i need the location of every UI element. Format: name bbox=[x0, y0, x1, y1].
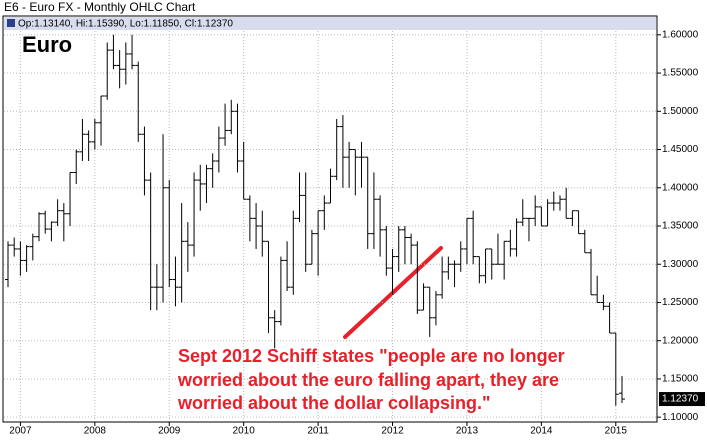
x-tick-label: 2015 bbox=[605, 426, 628, 437]
y-tick-label: 1.60000 bbox=[662, 29, 699, 40]
x-tick-label: 2012 bbox=[381, 426, 404, 437]
y-tick-label: 1.40000 bbox=[662, 182, 699, 193]
y-tick-label: 1.10000 bbox=[662, 412, 699, 423]
annotation-line: Sept 2012 Schiff states "people are no l… bbox=[178, 346, 565, 366]
info-icon bbox=[7, 19, 15, 27]
y-tick-label: 1.15000 bbox=[662, 374, 699, 385]
annotation-line: worried about the dollar collapsing." bbox=[177, 393, 491, 413]
chart-label: Euro bbox=[22, 32, 72, 57]
y-tick-label: 1.35000 bbox=[662, 221, 699, 232]
y-tick-label: 1.45000 bbox=[662, 144, 699, 155]
last-price-label: 1.12370 bbox=[662, 394, 699, 405]
y-tick-label: 1.50000 bbox=[662, 106, 699, 117]
y-tick-label: 1.55000 bbox=[662, 68, 699, 79]
x-tick-label: 2014 bbox=[530, 426, 553, 437]
x-tick-label: 2013 bbox=[456, 426, 479, 437]
y-tick-label: 1.25000 bbox=[662, 297, 699, 308]
info-text: Op:1.13140, Hi:1.15390, Lo:1.11850, Cl:1… bbox=[18, 19, 233, 30]
x-tick-label: 2008 bbox=[84, 426, 107, 437]
last-price-box bbox=[659, 392, 705, 407]
annotation: Sept 2012 Schiff states "people are no l… bbox=[177, 346, 565, 413]
y-tick-label: 1.20000 bbox=[662, 335, 699, 346]
annotation-line: worried about the euro falling apart, th… bbox=[177, 370, 559, 390]
x-tick-label: 2010 bbox=[233, 426, 256, 437]
x-tick-label: 2007 bbox=[9, 426, 32, 437]
y-tick-label: 1.30000 bbox=[662, 259, 699, 270]
x-tick-label: 2011 bbox=[307, 426, 329, 437]
chart-title: E6 - Euro FX - Monthly OHLC Chart bbox=[4, 0, 196, 14]
info-bar bbox=[4, 17, 656, 30]
x-tick-label: 2009 bbox=[158, 426, 181, 437]
